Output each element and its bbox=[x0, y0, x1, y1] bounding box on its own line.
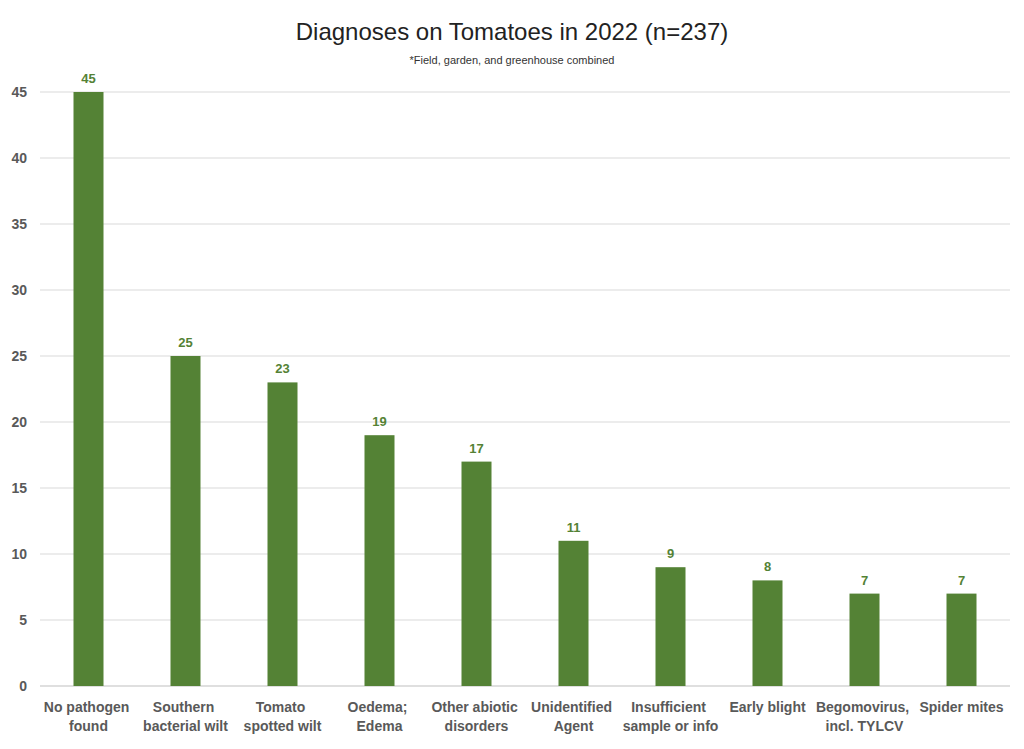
data-label: 7 bbox=[958, 573, 965, 588]
y-tick-label: 30 bbox=[11, 282, 27, 298]
y-tick-label: 10 bbox=[11, 546, 27, 562]
grid-line bbox=[40, 224, 1010, 225]
y-tick-label: 35 bbox=[11, 216, 27, 232]
data-label: 23 bbox=[275, 361, 289, 376]
x-tick-label: Begomovirus, incl. TYLCV bbox=[816, 699, 913, 734]
y-tick-label: 45 bbox=[11, 84, 27, 100]
y-tick-label: 0 bbox=[19, 678, 27, 694]
bar bbox=[462, 462, 492, 686]
x-tick-label: Early blight bbox=[729, 699, 806, 715]
x-tick-label: Other abiotic disorders bbox=[431, 699, 521, 734]
x-tick-label: Spider mites bbox=[919, 699, 1003, 715]
data-label: 8 bbox=[764, 559, 771, 574]
y-tick-label: 40 bbox=[11, 150, 27, 166]
chart-title: Diagnoses on Tomatoes in 2022 (n=237) bbox=[296, 18, 729, 45]
y-tick-label: 5 bbox=[19, 612, 27, 628]
chart-container: Diagnoses on Tomatoes in 2022 (n=237) *Fi… bbox=[0, 0, 1024, 749]
bar bbox=[656, 567, 686, 686]
bar bbox=[268, 382, 298, 686]
data-label: 7 bbox=[861, 573, 868, 588]
y-tick-label: 25 bbox=[11, 348, 27, 364]
x-tick-label: Southern bacterial wilt bbox=[143, 699, 228, 734]
bar bbox=[365, 435, 395, 686]
bar bbox=[947, 594, 977, 686]
bar bbox=[753, 580, 783, 686]
data-label: 9 bbox=[667, 546, 674, 561]
bars bbox=[74, 92, 977, 686]
grid-line bbox=[40, 290, 1010, 291]
grid-line bbox=[40, 158, 1010, 159]
x-tick-label: Tomato spotted wilt bbox=[244, 699, 322, 734]
x-tick-label: Unidentified Agent bbox=[531, 699, 616, 734]
data-label: 45 bbox=[81, 71, 95, 86]
y-tick-label: 20 bbox=[11, 414, 27, 430]
bar bbox=[74, 92, 104, 686]
bar bbox=[171, 356, 201, 686]
data-label: 19 bbox=[372, 414, 386, 429]
bar bbox=[559, 541, 589, 686]
data-label: 25 bbox=[178, 335, 192, 350]
grid-line bbox=[40, 92, 1010, 93]
data-label: 17 bbox=[469, 441, 483, 456]
chart-svg: Diagnoses on Tomatoes in 2022 (n=237) *Fi… bbox=[0, 0, 1024, 749]
y-tick-label: 15 bbox=[11, 480, 27, 496]
x-tick-label: Oedema; Edema bbox=[348, 699, 412, 734]
data-label: 11 bbox=[567, 520, 581, 535]
bar bbox=[850, 594, 880, 686]
chart-subtitle: *Field, garden, and greenhouse combined bbox=[410, 54, 615, 66]
x-tick-label: Insufficient sample or info bbox=[623, 699, 719, 734]
x-tick-label: No pathogen found bbox=[44, 699, 133, 734]
